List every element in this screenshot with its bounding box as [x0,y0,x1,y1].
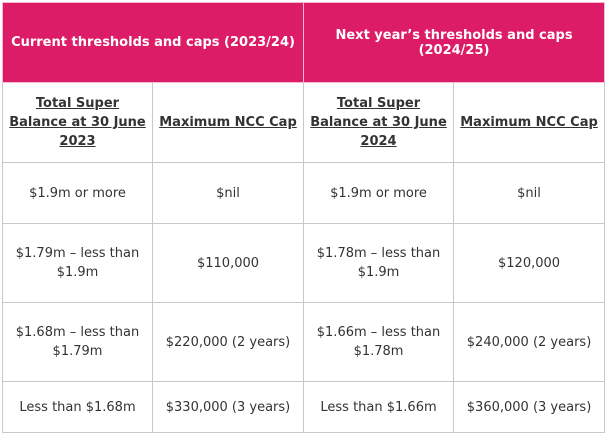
table-cell: $1.79m – less than $1.9m [2,223,153,303]
column-header-total-super-balance-2024: Total Super Balance at 30 June 2024 [303,82,455,163]
table-cell: Less than $1.66m [303,381,455,433]
table-cell: $nil [453,162,606,224]
table-row: $1.9m or more $nil $1.9m or more $nil [2,162,606,224]
next-year-header: Next year’s thresholds and caps (2024/25… [303,2,606,83]
table-cell: $360,000 (3 years) [453,381,606,433]
table-cell: $120,000 [453,223,606,303]
table-cell: $110,000 [151,223,305,303]
column-header-total-super-balance-2023: Total Super Balance at 30 June 2023 [2,82,153,163]
table-cell: $1.68m – less than $1.79m [2,302,153,382]
column-header-row: Total Super Balance at 30 June 2023 Maxi… [2,82,606,163]
table-cell: $220,000 (2 years) [151,302,305,382]
table-cell: $240,000 (2 years) [453,302,606,382]
table-cell: $330,000 (3 years) [151,381,305,433]
table-cell: Less than $1.68m [2,381,153,433]
group-header-row: Current thresholds and caps (2023/24) Ne… [1,2,606,83]
table-cell: $1.9m or more [2,162,153,224]
table-cell: $1.78m – less than $1.9m [303,223,455,303]
table-row: $1.79m – less than $1.9m $110,000 $1.78m… [2,223,606,303]
column-header-max-ncc-cap-current: Maximum NCC Cap [151,82,305,163]
table-cell: $1.66m – less than $1.78m [303,302,455,382]
column-header-max-ncc-cap-next: Maximum NCC Cap [453,82,606,163]
table-cell: $nil [151,162,305,224]
current-year-header: Current thresholds and caps (2023/24) [1,2,305,83]
table-row: Less than $1.68m $330,000 (3 years) Less… [2,381,606,433]
table-row: $1.68m – less than $1.79m $220,000 (2 ye… [2,302,606,382]
table-cell: $1.9m or more [303,162,455,224]
